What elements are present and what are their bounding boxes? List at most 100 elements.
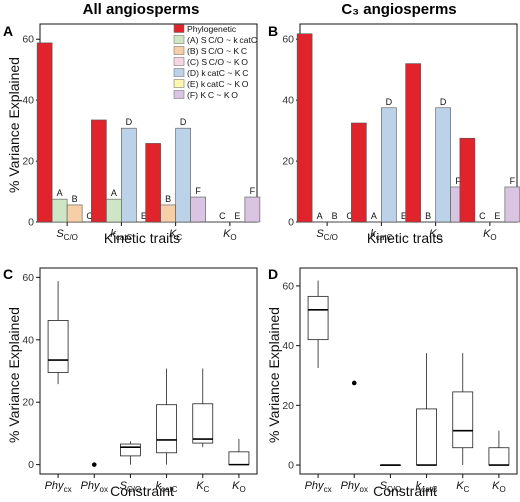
bar-label-b: B [72, 194, 78, 204]
x-tick-label-b: SC/O [316, 228, 338, 242]
y-tick-label-c: 40 [22, 334, 34, 346]
bar-f [244, 196, 261, 223]
bar-f [504, 186, 520, 223]
title-c3-angiosperms: C₃ angiosperms [341, 1, 456, 18]
bar-label-c: C [479, 211, 486, 221]
panel-label-b: B [268, 23, 278, 39]
x-axis-label-b: Kinetic traits [367, 230, 443, 246]
legend-swatch-a [173, 35, 185, 44]
bar-label-d: D [440, 97, 447, 107]
legend-label-b: (B) S C/O ~ K C [187, 46, 247, 56]
x-tick-label-d: Phycx [305, 480, 332, 494]
legend-label-a: (A) S C/O ~ k catC [187, 35, 257, 45]
bar-label-a: A [57, 188, 63, 198]
bar-label-a: A [111, 188, 117, 198]
legend-swatch-d [173, 68, 185, 77]
bar-label-c: C [346, 211, 353, 221]
box-iqr [156, 404, 177, 454]
y-tick-label-c: 20 [22, 397, 34, 409]
bar-f [190, 196, 206, 223]
plot-frame-d [299, 267, 518, 475]
outlier-point [351, 380, 357, 386]
bar-label-f: F [195, 186, 201, 196]
panel-label-d: D [268, 266, 278, 282]
box-iqr [307, 295, 329, 341]
x-tick-label-a: KC [169, 228, 182, 242]
x-tick-label-c: KO [232, 480, 246, 494]
bar-label-d: D [126, 117, 133, 127]
x-tick-label-a: kcatC [110, 228, 132, 242]
legend-swatch-b [173, 46, 185, 55]
y-tick-label-d: 40 [282, 340, 294, 352]
x-tick-label-b: kcatC [370, 228, 392, 242]
y-tick-label-a: 20 [22, 156, 34, 168]
panel-label-a: A [3, 23, 13, 39]
bar-label-b: B [332, 211, 338, 221]
bar-phylogenetic [91, 119, 107, 223]
x-tick-label-c: SC/O [120, 480, 142, 494]
x-tick-label-a: KO [223, 228, 237, 242]
bar-phylogenetic [36, 42, 53, 223]
box-iqr [416, 408, 437, 466]
legend-label-e: (E) k catC ~ K O [187, 79, 249, 89]
y-axis-label-d: % Variance Explained [266, 307, 282, 443]
bar-label-a: A [371, 211, 377, 221]
y-tick-label-a: 60 [22, 34, 34, 46]
bar-phylogenetic [405, 63, 421, 223]
y-tick-label-b: 40 [282, 95, 294, 107]
y-tick-label-d: 0 [288, 460, 294, 472]
legend-label-phylogenetic: Phylogenetic [187, 24, 237, 34]
y-tick-label-b: 20 [282, 156, 294, 168]
bar-d [175, 127, 191, 223]
legend-swatch-phylogenetic [173, 24, 185, 33]
x-tick-label-a: SC/O [56, 228, 78, 242]
title-all-angiosperms: All angiosperms [83, 1, 200, 18]
y-tick-label-d: 60 [282, 280, 294, 292]
panel-label-c: C [3, 266, 13, 282]
bar-label-c: C [86, 211, 93, 221]
bar-phylogenetic [145, 143, 161, 223]
bar-label-b: B [165, 194, 171, 204]
y-tick-label-d: 20 [282, 400, 294, 412]
x-tick-label-c: KC [196, 480, 209, 494]
box-iqr [228, 451, 250, 466]
bar-label-e: E [141, 211, 147, 221]
x-tick-label-d: Phyox [341, 480, 368, 494]
x-tick-label-d: KC [456, 480, 469, 494]
y-tick-label-b: 60 [282, 34, 294, 46]
box-iqr [488, 447, 510, 466]
bar-label-d: D [386, 97, 393, 107]
box-iqr [47, 320, 69, 373]
bar-label-f: F [510, 176, 516, 186]
box-iqr [452, 391, 474, 449]
outlier-point [91, 462, 97, 467]
y-tick-label-a: 0 [28, 217, 34, 229]
x-axis-label-d: Constraint [373, 483, 437, 499]
bar-label-f: F [250, 186, 256, 196]
bar-phylogenetic [351, 122, 367, 223]
bar-label-a: A [317, 211, 323, 221]
bar-phylogenetic [296, 33, 313, 223]
bar-label-d: D [180, 117, 187, 127]
x-tick-label-c: kcatC [156, 480, 178, 494]
bar-label-c: C [219, 211, 226, 221]
x-tick-label-c: Phyox [81, 480, 108, 494]
bar-d [381, 107, 397, 223]
legend-label-f: (F) K C ~ K O [187, 90, 238, 100]
x-tick-label-d: KO [492, 480, 506, 494]
x-tick-label-d: SC/O [380, 480, 402, 494]
bar-a [106, 198, 122, 223]
bar-d [121, 127, 137, 223]
legend-label-c: (C) S C/O ~ K O [187, 57, 248, 67]
x-axis-label-c: Constraint [110, 483, 174, 499]
legend-label-d: (D) k catC ~ K C [187, 68, 248, 78]
y-axis-label-c: % Variance Explained [6, 307, 22, 443]
x-tick-label-d: kcatC [416, 480, 438, 494]
y-tick-label-b: 0 [288, 217, 294, 229]
x-tick-label-c: Phycx [45, 480, 72, 494]
y-tick-label-c: 60 [22, 272, 34, 284]
x-tick-label-b: KO [483, 228, 497, 242]
box-iqr [120, 443, 141, 457]
